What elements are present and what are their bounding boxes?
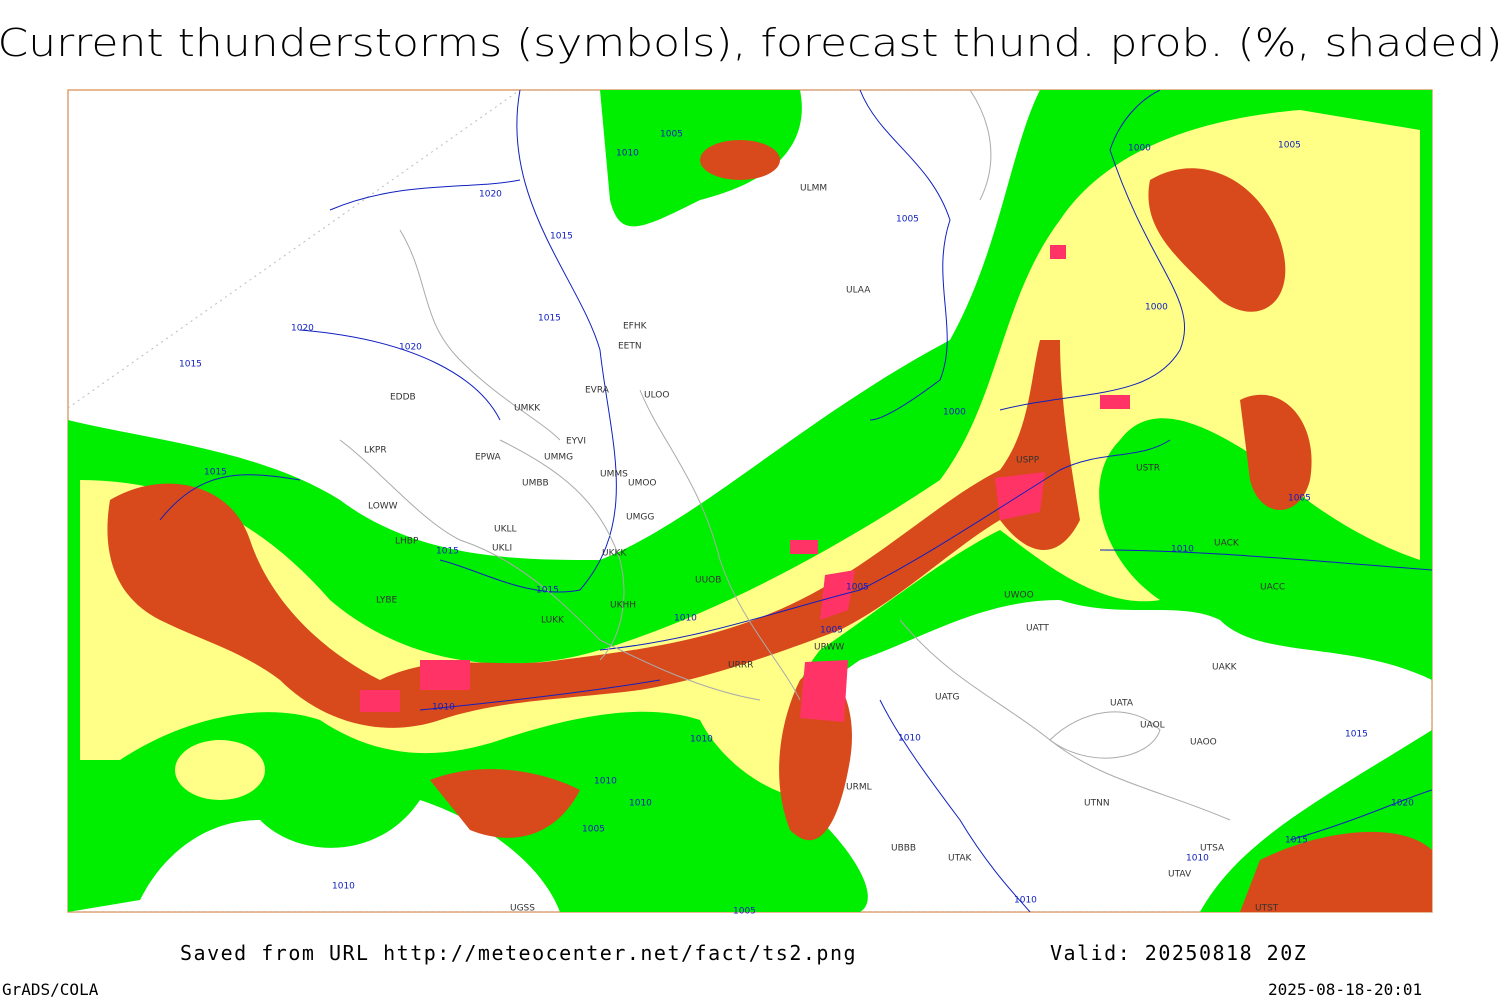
isobar-label: 1020: [479, 190, 502, 200]
station-label: UMGG: [626, 513, 654, 523]
isobar-label: 1010: [432, 703, 455, 713]
isobar-label: 1010: [674, 614, 697, 624]
station-label: UKHH: [610, 601, 636, 611]
isobar-label: 1005: [820, 626, 843, 636]
station-label: UUOB: [695, 576, 721, 586]
isobar-label: 1010: [1014, 896, 1037, 906]
isobar-label: 1010: [1186, 854, 1209, 864]
isobar-label: 1000: [1145, 303, 1168, 313]
storm-symbols: [360, 245, 1130, 722]
station-label: UKLL: [494, 525, 517, 535]
isobars: [159, 90, 1432, 912]
map-labels: 1005 1010 1020 1015 1015 1020 1020 1015 1005 1000…: [179, 130, 1414, 917]
station-label: UATA: [1110, 699, 1134, 709]
isobar-label: 1015: [538, 314, 561, 324]
station-label: EFHK: [623, 322, 648, 332]
isobar-label: 1015: [1345, 730, 1368, 740]
station-label: EVRA: [585, 386, 610, 396]
isobar-label: 1015: [436, 547, 459, 557]
station-label: URWW: [814, 643, 844, 653]
isobar-label: 1005: [1288, 494, 1311, 504]
isobar-label: 1005: [733, 907, 756, 917]
station-label: UACC: [1260, 583, 1285, 593]
isobar-label: 1015: [179, 360, 202, 370]
prob-yellow: [80, 110, 1420, 800]
isobar-label: 1020: [1391, 799, 1414, 809]
station-label: ULAA: [846, 286, 871, 296]
station-label: UAOL: [1140, 721, 1165, 731]
station-label: USPP: [1016, 456, 1040, 466]
isobar-label: 1010: [690, 735, 713, 745]
timestamp: 2025-08-18-20:01: [1268, 980, 1422, 999]
station-label: UMOO: [628, 479, 657, 489]
isobar-label: 1010: [1171, 545, 1194, 555]
isobar-label: 1000: [1128, 144, 1151, 154]
station-label: UMBB: [522, 479, 549, 489]
isobar-label: 1015: [1285, 836, 1308, 846]
station-label: EDDB: [390, 393, 416, 403]
station-label: UACK: [1214, 539, 1240, 549]
station-label: UMMG: [544, 453, 573, 463]
station-label: UWOO: [1004, 591, 1034, 601]
isobar-label: 1010: [616, 149, 639, 159]
station-label: UBBB: [891, 844, 916, 854]
station-label: LYBE: [376, 596, 397, 606]
isobar-label: 1010: [594, 777, 617, 787]
station-label: UTAK: [948, 854, 973, 864]
station-label: UTNN: [1084, 799, 1110, 809]
isobar-label: 1020: [291, 324, 314, 334]
station-label: LOWW: [368, 502, 398, 512]
valid-time: Valid: 20250818 20Z: [1050, 941, 1307, 965]
station-label: URML: [846, 783, 872, 793]
station-label: UKLI: [492, 544, 512, 554]
station-label: EPWA: [475, 453, 502, 463]
isobar-label: 1015: [204, 468, 227, 478]
isobar-label: 1010: [898, 734, 921, 744]
station-label: USTR: [1136, 464, 1160, 474]
isobar-label: 1015: [550, 232, 573, 242]
software: GrADS/COLA: [2, 980, 99, 999]
station-label: UKKK: [602, 549, 627, 559]
isobar-label: 1010: [629, 799, 652, 809]
isobar-label: 1000: [943, 408, 966, 418]
isobar-label: 1005: [582, 825, 605, 835]
station-label: UTAV: [1168, 870, 1192, 880]
station-label: LUKK: [541, 616, 565, 626]
station-label: ULOO: [644, 391, 669, 401]
map-title: Current thunderstorms (symbols), forecas…: [0, 21, 1500, 65]
station-label: URRR: [728, 661, 753, 671]
station-label: LHBP: [395, 537, 419, 547]
station-label: EETN: [618, 342, 642, 352]
station-label: UMMS: [600, 470, 628, 480]
borders: [339, 90, 1231, 821]
station-label: EYVI: [566, 437, 586, 447]
station-label: UTST: [1255, 904, 1279, 914]
isobar-label: 1005: [1278, 141, 1301, 151]
isobar-label: 1005: [660, 130, 683, 140]
map-frame: [67, 89, 1433, 913]
isobar-label: 1010: [332, 882, 355, 892]
isobar-label: 1020: [399, 343, 422, 353]
station-label: UAOO: [1190, 738, 1217, 748]
station-label: UMKK: [514, 404, 541, 414]
station-label: UTSA: [1200, 844, 1225, 854]
station-label: UATT: [1026, 624, 1049, 634]
station-label: ULMM: [800, 184, 827, 194]
station-label: UAKK: [1212, 663, 1238, 673]
source-url: Saved from URL http://meteocenter.net/fa…: [180, 941, 857, 965]
station-label: UATG: [935, 693, 960, 703]
isobar-label: 1005: [896, 215, 919, 225]
station-label: LKPR: [364, 446, 387, 456]
isobar-label: 1005: [846, 583, 869, 593]
isobar-label: 1015: [536, 586, 559, 596]
station-label: UGSS: [510, 904, 535, 914]
